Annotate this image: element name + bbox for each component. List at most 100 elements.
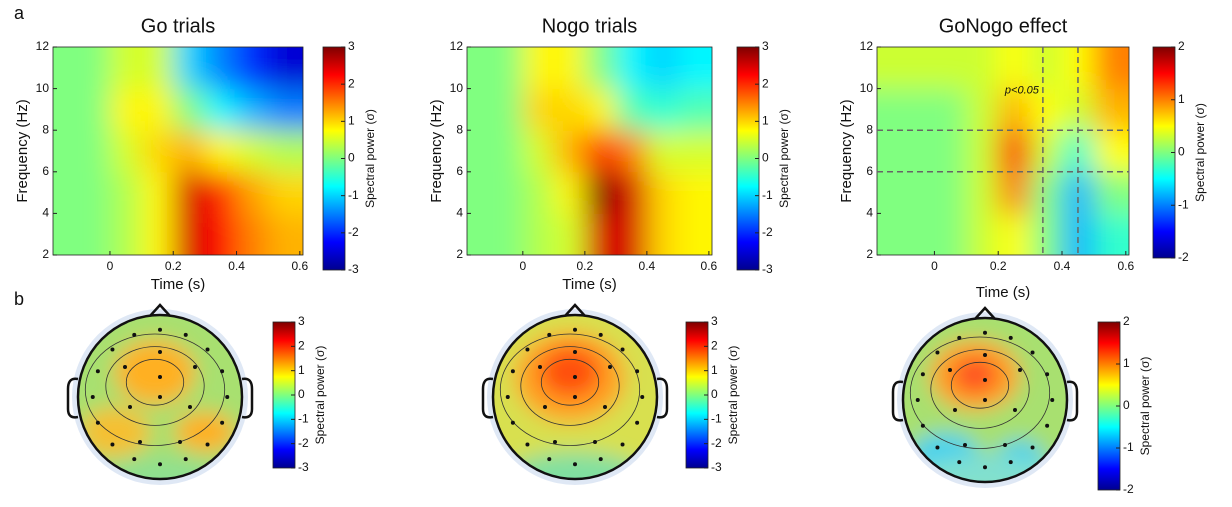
heatmap-cell	[78, 47, 111, 90]
heatmap-cell	[78, 88, 111, 131]
electrode	[132, 457, 137, 462]
y-axis-label: Frequency (Hz)	[838, 99, 855, 202]
heatmap-cell	[998, 213, 1031, 255]
electrode	[983, 398, 987, 402]
colorbar-tick-label: 3	[348, 39, 355, 53]
colorbar-tick-label: 2	[711, 339, 718, 353]
heatmap-cell	[236, 47, 269, 90]
heatmap-cell	[1093, 213, 1129, 255]
heatmap-cell	[584, 171, 617, 214]
heatmap-cell	[109, 88, 143, 131]
colorbar-tick-label: 1	[1178, 92, 1185, 106]
electrode	[620, 442, 625, 447]
colorbar-tick-label: -3	[711, 460, 722, 474]
heatmap-cell	[877, 171, 904, 214]
heatmap-cell	[491, 171, 524, 214]
electrode	[1018, 368, 1022, 372]
electrode	[953, 408, 957, 412]
chart-title: Go trials	[141, 15, 215, 37]
heatmap-cell	[268, 130, 303, 173]
colorbar-tick-label: -1	[762, 188, 773, 202]
y-tick-label: 10	[36, 81, 50, 95]
ear	[891, 380, 904, 422]
heatmap-cell	[966, 47, 999, 90]
electrode	[132, 332, 137, 337]
heatmap-cell	[553, 88, 586, 131]
heatmap-cell	[584, 47, 617, 90]
scalp-blob	[80, 407, 150, 457]
heatmap-cell	[268, 213, 303, 255]
ear	[1066, 380, 1079, 422]
heatmap-cell	[522, 130, 555, 173]
x-tick-label: 0.2	[165, 259, 182, 273]
electrode	[193, 365, 197, 369]
contour	[84, 333, 226, 446]
electrode	[205, 442, 210, 447]
electrode	[225, 395, 230, 399]
electrode	[573, 350, 577, 354]
scalp-blob	[100, 457, 220, 479]
heatmap-cell	[677, 171, 712, 214]
nose	[974, 306, 996, 320]
heatmap-cell	[646, 47, 679, 90]
x-tick-label: 0.2	[577, 259, 594, 273]
electrode	[1003, 443, 1007, 447]
heatmap-cell	[966, 88, 999, 131]
heatmap-cell	[491, 47, 524, 90]
heatmap-cell	[998, 88, 1031, 131]
electrode	[95, 369, 100, 374]
heatmap	[53, 47, 303, 255]
y-tick-label: 10	[450, 81, 464, 95]
colorbar-tick-label: 0	[348, 151, 355, 165]
electrode	[205, 347, 210, 352]
heatmap-cell	[966, 171, 999, 214]
heatmap-cell	[553, 213, 586, 255]
heatmap-cell	[467, 213, 493, 255]
heatmap-cell	[877, 47, 904, 90]
x-axis-label: Time (s)	[151, 276, 205, 293]
y-tick-label: 12	[860, 39, 874, 53]
panel-label: a	[14, 3, 25, 23]
colorbar-tick-label: 2	[298, 339, 305, 353]
ear	[66, 377, 79, 419]
heatmap-cell	[902, 47, 935, 90]
colorbar-tick-label: -2	[762, 225, 773, 239]
contour	[520, 346, 620, 426]
x-axis-label: Time (s)	[562, 276, 616, 293]
heatmap-cell	[1030, 88, 1063, 131]
electrode	[573, 462, 577, 467]
head-outline	[901, 316, 1069, 484]
colorbar-tick-label: -2	[1178, 250, 1189, 264]
heatmap-cell	[467, 171, 493, 214]
y-tick-label: 12	[36, 39, 50, 53]
chart-title: GoNogo effect	[939, 15, 1068, 37]
electrode	[598, 457, 603, 462]
electrode	[158, 375, 162, 379]
y-tick-label: 8	[42, 122, 49, 136]
electrode	[525, 347, 530, 352]
electrode	[1045, 423, 1050, 428]
colorbar-tick-label: -3	[348, 262, 359, 276]
electrode	[603, 405, 607, 409]
electrode	[543, 405, 547, 409]
heatmap-cell	[934, 130, 967, 173]
colorbar-tick-label: 2	[1123, 314, 1130, 328]
electrode	[538, 365, 542, 369]
heatmap-cell	[204, 47, 238, 90]
colorbar-tick-label: -1	[711, 412, 722, 426]
scalp-blob	[115, 340, 195, 404]
colorbar-label: Spectral power (σ)	[1193, 103, 1207, 202]
heatmap-cell	[204, 130, 238, 173]
heatmap-cell	[646, 88, 679, 131]
colorbar-tick-label: 0	[1123, 398, 1130, 412]
chart-title: Nogo trials	[542, 15, 638, 37]
heatmap-cell	[141, 88, 174, 131]
heatmap-cell	[877, 88, 904, 131]
electrode	[110, 442, 115, 447]
contour	[930, 349, 1030, 429]
heatmap-cell	[236, 213, 269, 255]
electrode	[220, 369, 225, 374]
heatmap-cell	[877, 130, 904, 173]
electrode	[983, 353, 987, 357]
heatmap-cell	[467, 88, 493, 131]
